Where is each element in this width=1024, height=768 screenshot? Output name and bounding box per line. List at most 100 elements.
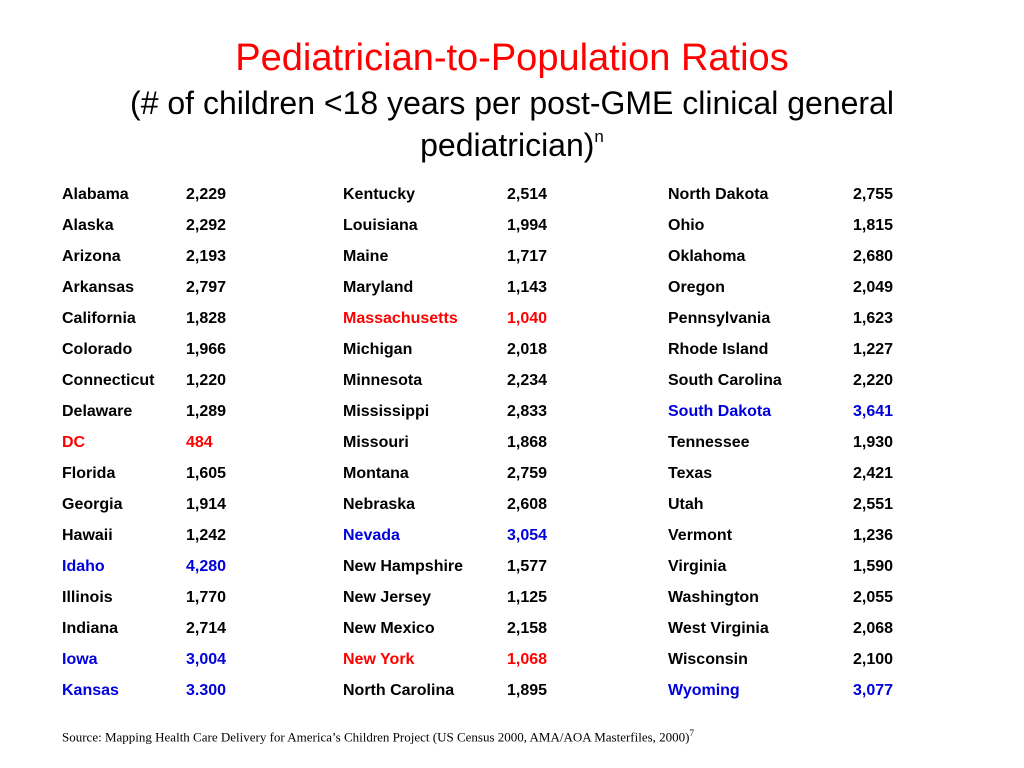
ratio-value: 1,068 [507,651,548,668]
ratio-value: 2,833 [507,403,548,420]
ratio-value: 1,994 [507,217,548,234]
state-name: Ohio [668,217,705,234]
ratio-value: 1,242 [186,527,227,544]
ratio-value: 2,049 [853,279,894,296]
ratio-value: 2,055 [853,589,894,606]
ratio-value: 4,280 [186,558,227,575]
state-name: Florida [62,465,116,482]
ratio-value: 1,605 [186,465,227,482]
state-name: Kentucky [343,186,416,203]
state-name: South Dakota [668,403,772,420]
state-name: South Carolina [668,372,782,389]
ratio-value: 2,018 [507,341,548,358]
state-name: Tennessee [668,434,750,451]
state-name: Georgia [62,496,123,513]
subtitle-superscript: n [594,127,604,146]
state-name: Missouri [343,434,409,451]
state-name: New York [343,651,415,668]
state-name: Alabama [62,186,129,203]
state-name: North Carolina [343,682,455,699]
ratio-value: 2,068 [853,620,894,637]
ratio-value: 1,770 [186,589,227,606]
ratio-value: 1,236 [853,527,894,544]
ratio-value: 1,125 [507,589,548,606]
state-name: Kansas [62,682,119,699]
state-name: Louisiana [343,217,418,234]
ratio-value: 3,054 [507,527,548,544]
ratio-value: 3,077 [853,682,894,699]
ratio-value: 2,421 [853,465,894,482]
state-name: Alaska [62,217,114,234]
state-name: West Virginia [668,620,769,637]
state-name: Maryland [343,279,414,296]
state-name: Utah [668,496,704,513]
source-text: Source: Mapping Health Care Delivery for… [62,729,690,745]
state-name: Wyoming [668,682,740,699]
state-name: Oklahoma [668,248,746,265]
ratio-value: 2,551 [853,496,894,513]
ratio-value: 1,914 [186,496,227,513]
state-name: Connecticut [62,372,155,389]
ratio-value: 1,577 [507,558,548,575]
ratio-value: 1,717 [507,248,548,265]
page-title: Pediatrician-to-Population Ratios [235,37,789,79]
state-name: Michigan [343,341,413,358]
state-name: Minnesota [343,372,423,389]
state-name: Nevada [343,527,400,544]
ratio-value: 1,966 [186,341,227,358]
ratio-value: 2,797 [186,279,227,296]
state-name: Colorado [62,341,133,358]
state-name: Delaware [62,403,133,420]
title-block: Pediatrician-to-Population Ratios (# of … [0,34,1024,166]
state-name: Mississippi [343,403,430,420]
ratio-value: 3,004 [186,651,227,668]
ratio-value: 1,220 [186,372,227,389]
ratio-value: 2,755 [853,186,894,203]
state-name: Rhode Island [668,341,769,358]
ratio-value: 1,930 [853,434,894,451]
ratio-value: 2,608 [507,496,548,513]
ratio-value: 2,229 [186,186,227,203]
state-name: Montana [343,465,409,482]
state-name: Massachusetts [343,310,458,327]
ratio-value: 1,143 [507,279,548,296]
state-name: Maine [343,248,389,265]
ratio-value: 3.300 [186,682,227,699]
ratio-value: 1,895 [507,682,548,699]
state-name: Pennsylvania [668,310,771,327]
ratio-value: 2,292 [186,217,227,234]
state-name: Arizona [62,248,121,265]
state-name: New Hampshire [343,558,464,575]
ratio-value: 2,714 [186,620,227,637]
state-name: Arkansas [62,279,135,296]
ratio-value: 2,234 [507,372,548,389]
source-superscript: 7 [689,728,695,738]
subtitle-text: (# of children <18 years per post-GME cl… [130,85,894,163]
ratio-value: 2,759 [507,465,548,482]
ratio-value: 2,220 [853,372,894,389]
ratio-value: 1,227 [853,341,894,358]
ratio-value: 2,193 [186,248,227,265]
ratio-value: 2,514 [507,186,548,203]
state-name: Illinois [62,589,113,606]
ratio-value: 1,868 [507,434,548,451]
ratio-value: 2,680 [853,248,894,265]
state-name: California [62,310,136,327]
ratio-value: 1,040 [507,310,548,327]
state-name: Indiana [62,620,119,637]
state-name: New Mexico [343,620,435,637]
state-name: Washington [668,589,759,606]
state-name: New Jersey [343,589,432,606]
ratio-value: 3,641 [853,403,894,420]
state-name: Iowa [62,651,98,668]
page-subtitle: (# of children <18 years per post-GME cl… [72,82,952,166]
state-name: DC [62,434,86,451]
ratio-value: 1,590 [853,558,894,575]
state-name: Idaho [62,558,105,575]
state-name: North Dakota [668,186,769,203]
ratio-value: 484 [186,434,213,451]
state-name: Virginia [668,558,727,575]
ratio-value: 1,815 [853,217,894,234]
state-name: Vermont [668,527,733,544]
state-name: Texas [668,465,713,482]
